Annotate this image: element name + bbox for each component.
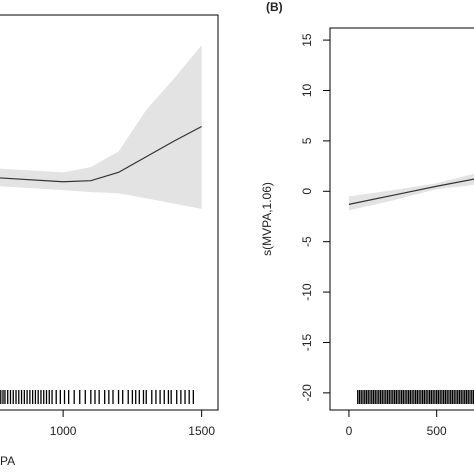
y-axis-label: s(MVPA,1.06) [260,182,274,256]
y-tick-label: 15 [300,33,314,47]
panel-label: (B) [266,0,283,14]
x-tick-label: 500 [427,424,447,438]
y-tick-label: -20 [300,384,314,402]
smooth-line [0,125,202,183]
x-axis-label: PA [0,454,15,468]
y-tick-label: 5 [300,137,314,144]
smooth-line [348,178,474,205]
confidence-band [0,45,202,209]
y-tick-label: -5 [300,236,314,247]
plot-area [0,45,202,404]
y-tick-label: 10 [300,83,314,97]
plot-box [329,27,474,411]
x-tick-label: 1000 [50,424,77,438]
plot-box [0,14,219,411]
y-tick-label: 0 [300,188,314,195]
y-tick-label: -10 [300,283,314,301]
confidence-band [348,173,474,211]
x-tick-label: 0 [346,424,353,438]
x-tick-label: 1500 [188,424,215,438]
y-tick-label: -15 [300,333,314,351]
plot-area [348,173,474,404]
